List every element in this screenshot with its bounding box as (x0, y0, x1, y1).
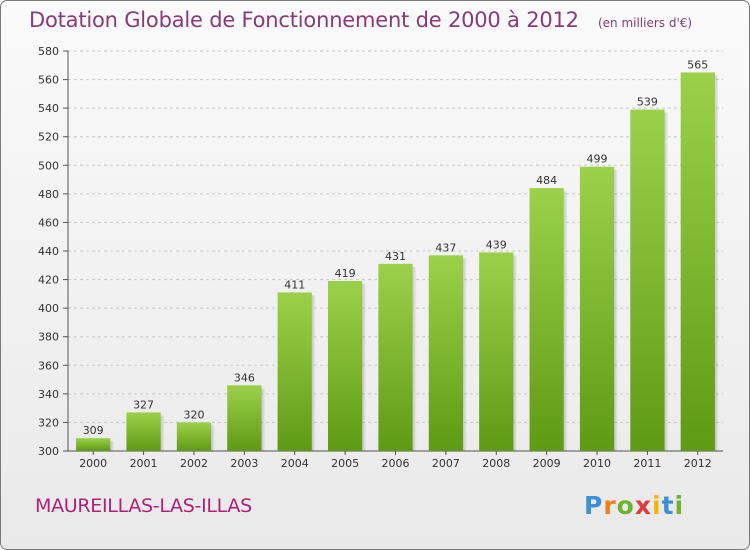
bar (479, 252, 514, 451)
y-tick-label: 480 (38, 188, 59, 201)
y-tick-label: 580 (38, 45, 59, 58)
bar-shadow (362, 284, 367, 451)
chart-title: Dotation Globale de Fonctionnement de 20… (29, 8, 579, 32)
x-tick-label: 2009 (533, 457, 561, 470)
x-tick-label: 2005 (331, 457, 359, 470)
y-tick-label: 300 (38, 445, 59, 458)
bar (327, 281, 363, 451)
bar-value-label: 499 (587, 153, 608, 166)
bar-shadow (614, 169, 619, 451)
bar-value-label: 539 (637, 96, 658, 109)
bar (428, 255, 464, 451)
logo-letter: P (584, 491, 604, 520)
bar-shadow (714, 75, 719, 451)
location-name: MAUREILLAS-LAS-ILLAS (35, 495, 252, 517)
bar (277, 292, 312, 451)
bar (378, 263, 413, 451)
y-tick-label: 360 (38, 359, 59, 372)
bar-value-label: 346 (234, 371, 255, 384)
x-tick-label: 2003 (230, 457, 258, 470)
bar (126, 412, 161, 451)
bar (529, 188, 564, 451)
chart-unit: (en milliers d'€) (597, 16, 693, 30)
bar-shadow (513, 255, 518, 451)
bar-value-label: 431 (385, 250, 406, 263)
y-tick-label: 380 (38, 331, 59, 344)
title-block: Dotation Globale de Fonctionnement de 20… (29, 8, 692, 32)
bar (630, 109, 665, 452)
x-tick-label: 2002 (180, 457, 208, 470)
bar (76, 438, 111, 451)
bar-value-label: 327 (133, 398, 154, 411)
bar-value-label: 419 (335, 267, 356, 280)
bar (579, 166, 615, 451)
y-tick-label: 500 (38, 159, 59, 172)
logo-letter: o (616, 491, 635, 520)
y-tick-label: 440 (38, 245, 59, 258)
y-tick-label: 340 (38, 388, 59, 401)
bar-value-label: 411 (284, 278, 305, 291)
x-tick-label: 2010 (583, 457, 611, 470)
logo-letter: r (603, 491, 617, 520)
bar (176, 422, 212, 451)
bar-value-label: 484 (536, 174, 557, 187)
bar-shadow (463, 258, 468, 451)
y-tick-label: 420 (38, 274, 59, 287)
y-tick-label: 560 (38, 74, 59, 87)
bar-shadow (211, 425, 216, 451)
logo-letter: x (634, 491, 652, 520)
x-tick-label: 2001 (130, 457, 158, 470)
bar-shadow (412, 266, 417, 451)
logo-letter: t (661, 491, 675, 520)
bar-value-label: 565 (687, 58, 708, 71)
bar-shadow (311, 295, 316, 451)
y-tick-label: 320 (38, 416, 59, 429)
bar-shadow (160, 415, 165, 451)
y-tick-label: 520 (38, 131, 59, 144)
y-tick-label: 400 (38, 302, 59, 315)
logo-letter: i (652, 491, 662, 520)
bar-shadow (261, 388, 266, 451)
bar-value-label: 309 (83, 424, 104, 437)
x-tick-label: 2008 (482, 457, 510, 470)
logo-letter: i (674, 491, 685, 520)
bar-shadow (110, 441, 115, 451)
bar-shadow (563, 191, 568, 451)
proxiti-logo: Proxiti (584, 491, 684, 520)
bar (227, 385, 262, 451)
bar-shadow (664, 112, 669, 452)
bar-value-label: 320 (183, 408, 204, 421)
bar-value-label: 439 (486, 238, 507, 251)
y-tick-label: 460 (38, 216, 59, 229)
x-tick-label: 2006 (382, 457, 410, 470)
x-tick-label: 2011 (633, 457, 661, 470)
y-tick-label: 540 (38, 102, 59, 115)
bar (680, 72, 715, 451)
x-tick-label: 2012 (684, 457, 712, 470)
x-tick-label: 2004 (281, 457, 309, 470)
x-tick-label: 2000 (79, 457, 107, 470)
bar-value-label: 437 (435, 241, 456, 254)
x-tick-label: 2007 (432, 457, 460, 470)
